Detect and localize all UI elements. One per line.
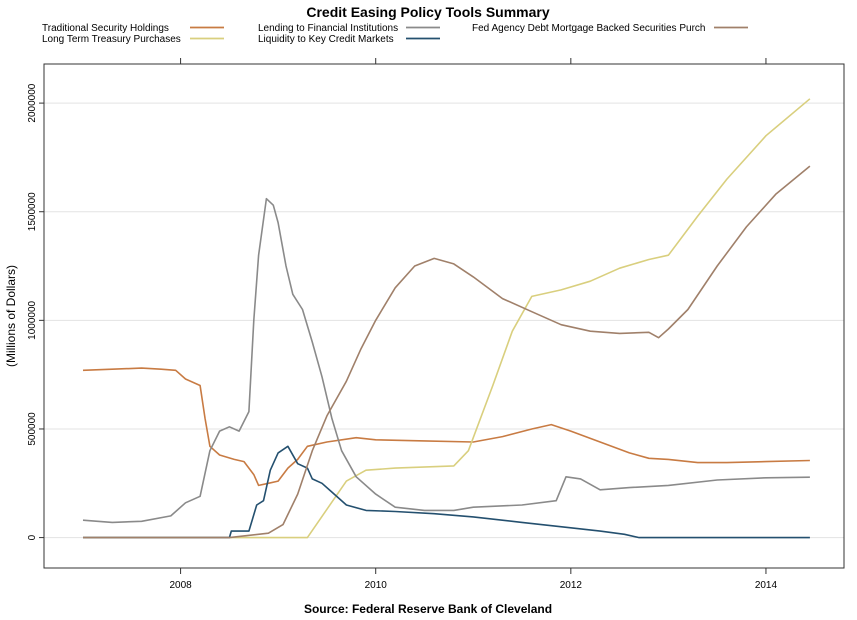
y-tick-label: 2000000 [27,83,38,122]
y-tick-label: 500000 [27,412,38,446]
y-axis: 0 500000 1000000 1500000 2000000 [27,83,44,540]
x-tick-label: 2010 [365,580,388,591]
series-lines [82,98,811,539]
y-tick-label: 1500000 [27,192,38,231]
series-line-0 [82,367,810,487]
legend-label-0: Traditional Security Holdings [42,23,169,34]
legend-label-3: Liquidity to Key Credit Markets [258,34,394,45]
plot-frame [43,63,845,569]
series-line-3 [83,445,810,539]
series-line-1 [83,98,811,539]
y-tick-label: 0 [27,534,38,540]
legend-label-1: Long Term Treasury Purchases [42,34,181,45]
y-tick-label: 1000000 [27,300,38,339]
x-tick-label: 2012 [560,580,583,591]
x-axis: 2008 2010 2012 2014 [169,58,778,591]
y-axis-label: (Millions of Dollars) [4,265,18,367]
legend-label-4: Fed Agency Debt Mortgage Backed Securiti… [472,23,705,34]
x-tick-label: 2014 [755,580,778,591]
chart-title: Credit Easing Policy Tools Summary [306,4,549,20]
series-line-2 [82,197,810,524]
x-axis-label: Source: Federal Reserve Bank of Clevelan… [304,602,552,616]
series-line-4 [83,165,811,539]
x-tick-label: 2008 [169,580,192,591]
legend-label-2: Lending to Financial Institutions [258,23,398,34]
grid-lines [44,102,844,539]
